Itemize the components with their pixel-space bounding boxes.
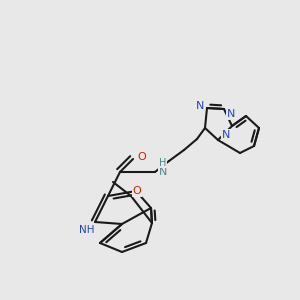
Text: N: N	[227, 109, 236, 119]
Text: N: N	[222, 130, 230, 140]
Text: N: N	[196, 101, 204, 111]
Text: NH: NH	[79, 225, 95, 235]
Text: N: N	[159, 167, 167, 177]
Text: H: H	[159, 158, 166, 168]
Text: O: O	[133, 186, 141, 196]
Text: O: O	[138, 152, 146, 162]
